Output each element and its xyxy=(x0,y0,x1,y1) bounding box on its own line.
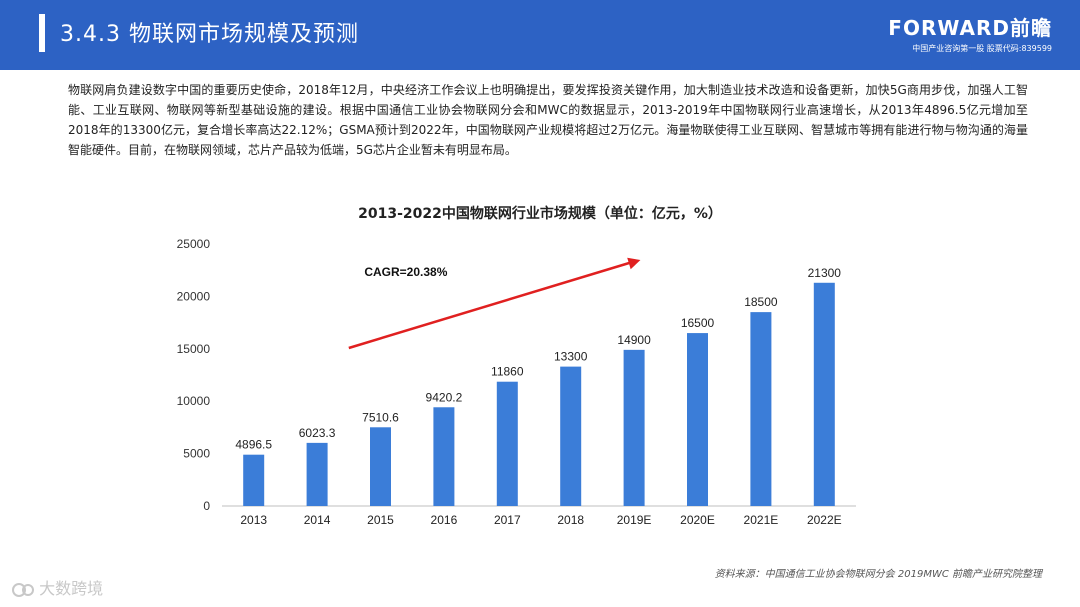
y-tick-label: 15000 xyxy=(177,342,211,356)
footer-watermark-logo: 大数跨境 xyxy=(12,575,103,599)
x-tick-label: 2014 xyxy=(304,513,331,527)
data-label: 11860 xyxy=(491,365,524,379)
bar xyxy=(560,366,582,506)
bar xyxy=(750,312,772,506)
bar xyxy=(370,427,391,506)
brand-logo: FORWARD前瞻 中国产业咨询第一股 股票代码:839599 xyxy=(888,12,1052,54)
bar xyxy=(687,333,708,506)
data-label: 6023.3 xyxy=(299,426,336,440)
intro-paragraph: 物联网肩负建设数字中国的重要历史使命，2018年12月，中央经济工作会议上也明确… xyxy=(68,83,1028,157)
page-title: 3.4.3 物联网市场规模及预测 xyxy=(60,22,359,47)
data-label: 16500 xyxy=(681,316,715,330)
cagr-arrow-line xyxy=(348,260,633,350)
cagr-arrow-head xyxy=(627,257,641,270)
data-label: 18500 xyxy=(744,295,778,309)
watermark-text: 大数跨境 xyxy=(39,579,104,598)
data-label: 9420.2 xyxy=(426,390,463,404)
y-tick-label: 10000 xyxy=(177,394,211,408)
source-note: 资料来源：中国通信工业协会物联网分会 2019MWC 前瞻产业研究院整理 xyxy=(714,569,1042,580)
y-tick-label: 20000 xyxy=(177,289,211,303)
bar xyxy=(433,407,455,506)
chart-title: 2013-2022中国物联网行业市场规模（单位：亿元，%） xyxy=(358,205,722,222)
bar-chart: 2013-2022中国物联网行业市场规模（单位：亿元，%） 0 5000 10000 1… xyxy=(177,205,856,527)
bar xyxy=(496,381,518,506)
header-accent-bar xyxy=(39,14,45,52)
bar xyxy=(306,442,328,506)
x-tick-label: 2013 xyxy=(240,513,267,527)
x-tick-label: 2022E xyxy=(807,513,842,527)
x-tick-label: 2016 xyxy=(431,513,458,527)
x-tick-label: 2018 xyxy=(557,513,584,527)
brand-name: FORWARD前瞻 xyxy=(888,16,1052,40)
x-tick-label: 2017 xyxy=(494,513,521,527)
x-tick-label: 2020E xyxy=(680,513,715,527)
data-label: 4896.5 xyxy=(235,438,272,452)
x-tick-label: 2019E xyxy=(617,513,652,527)
header-banner: 3.4.3 物联网市场规模及预测 FORWARD前瞻 中国产业咨询第一股 股票代… xyxy=(0,0,1080,70)
bar xyxy=(813,282,835,506)
y-tick-label: 5000 xyxy=(183,447,210,461)
brand-tagline: 中国产业咨询第一股 股票代码:839599 xyxy=(912,44,1052,53)
data-label: 7510.6 xyxy=(362,410,399,424)
data-label: 21300 xyxy=(808,266,842,280)
x-tick-label: 2015 xyxy=(367,513,394,527)
watermark-icon xyxy=(12,582,34,597)
y-tick-label: 0 xyxy=(203,499,210,513)
x-tick-label: 2021E xyxy=(744,513,779,527)
bar xyxy=(623,349,645,506)
cagr-annotation: CAGR=20.38% xyxy=(364,265,447,279)
data-label: 14900 xyxy=(617,333,651,347)
bar xyxy=(243,454,265,506)
y-tick-label: 25000 xyxy=(177,237,211,251)
data-label: 13300 xyxy=(554,350,588,364)
